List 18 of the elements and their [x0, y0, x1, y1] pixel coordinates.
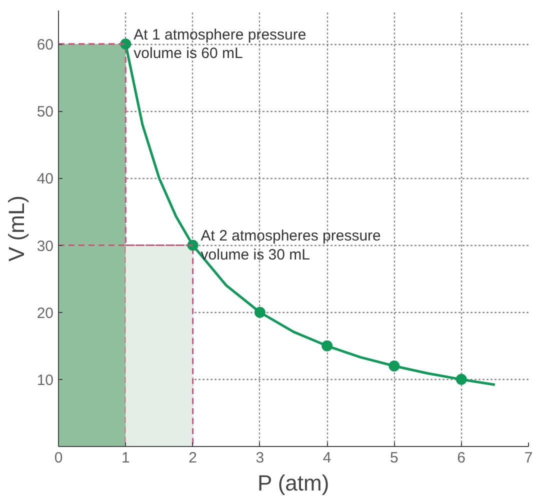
- y-tick-label: 10: [36, 372, 54, 389]
- y-tick-label: 30: [36, 238, 54, 255]
- y-tick-label: 40: [36, 170, 54, 188]
- annotation: At 2 atmospheres pressure volume is 30 mL: [200, 228, 381, 264]
- x-tick-label: 0: [54, 450, 63, 466]
- annotation: At 1 atmosphere pressure volume is 60 mL: [134, 26, 306, 62]
- y-tick-label: 60: [36, 36, 54, 54]
- x-tick-label: 6: [457, 450, 466, 466]
- y-tick-label: 50: [36, 104, 54, 121]
- x-tick-label: 1: [121, 450, 130, 466]
- x-tick-label: 5: [390, 450, 398, 466]
- x-tick-label: 2: [188, 450, 197, 466]
- y-axis-title: V (mL): [4, 196, 29, 262]
- x-tick-label: 4: [322, 450, 332, 466]
- x-tick-label: 7: [524, 450, 533, 466]
- x-axis-title: P (atm): [257, 470, 330, 496]
- y-tick-label: 20: [36, 304, 54, 322]
- x-tick-label: 3: [256, 450, 264, 466]
